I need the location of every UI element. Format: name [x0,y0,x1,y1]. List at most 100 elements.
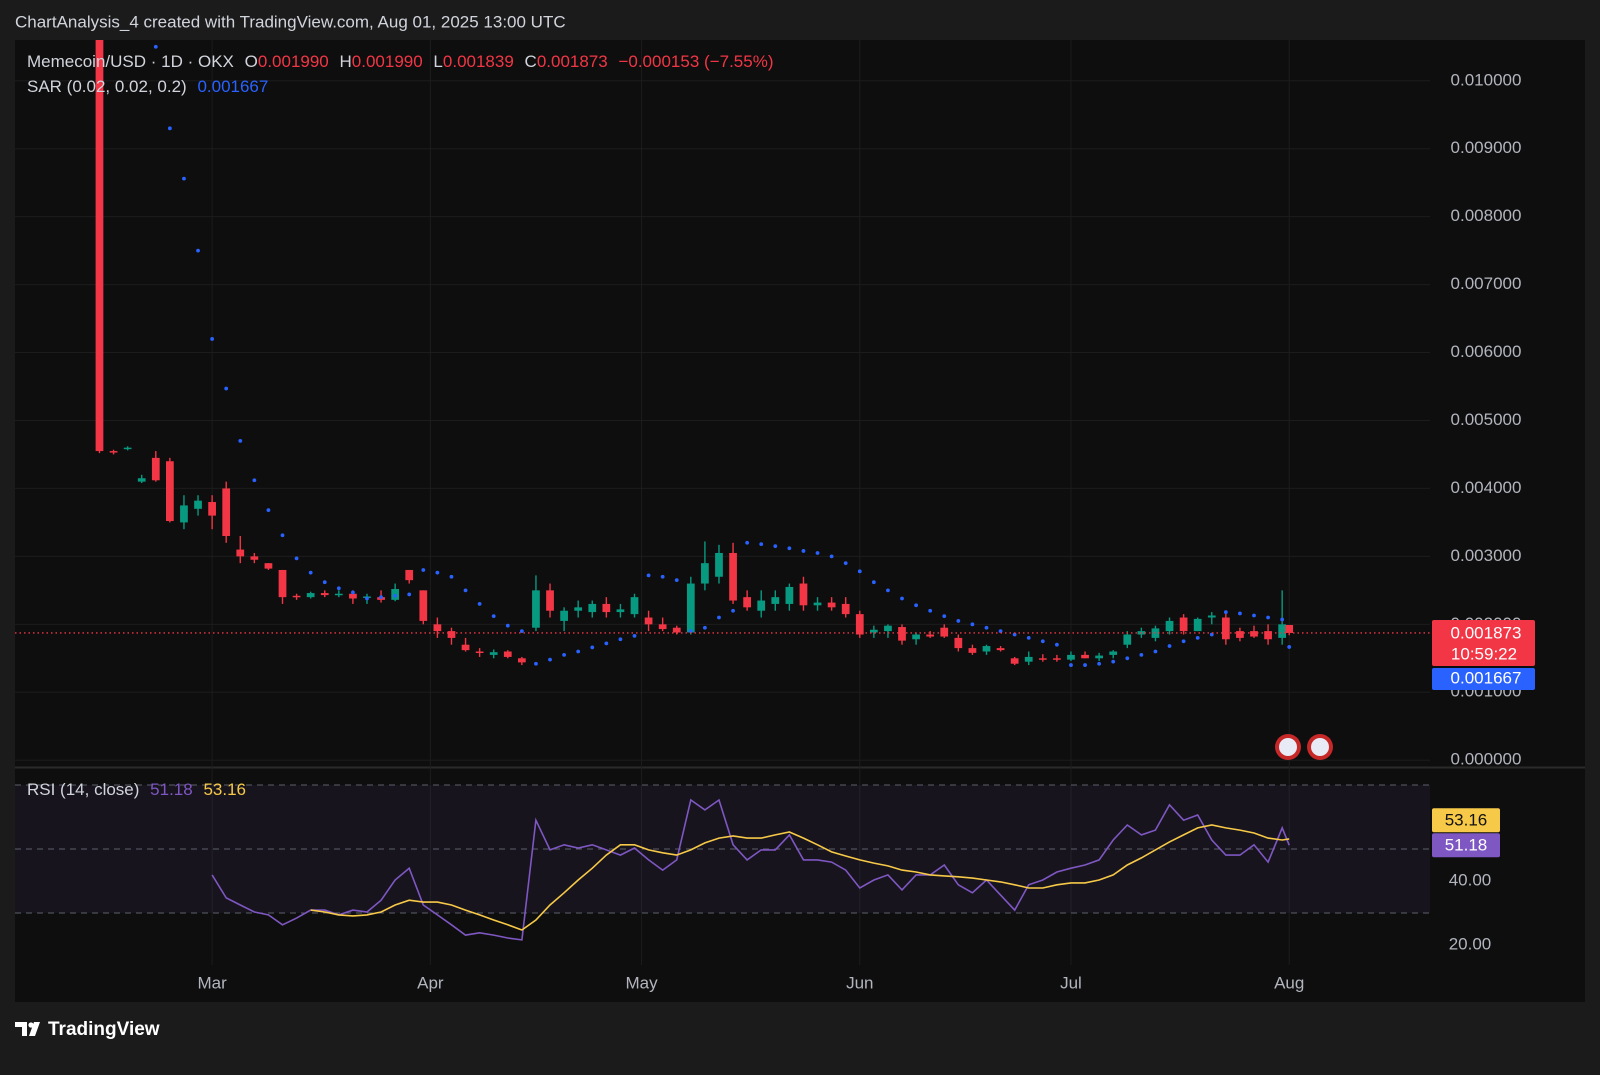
y-tick-label: 0.005000 [1451,410,1522,429]
sar-dot [266,508,271,513]
candle-body [194,500,202,509]
sar-dot [1153,649,1158,654]
flag-icon-inner [1311,738,1329,756]
sar-dot [308,570,313,575]
y-tick-label: 0.006000 [1451,342,1522,361]
y-tick-label: 20.00 [1449,934,1492,953]
candle-body [869,629,878,633]
close-label: C [525,52,537,71]
candle-body [588,603,597,613]
sar-dot [688,629,693,634]
high-label: H [340,52,352,71]
candle-body [743,597,752,608]
candle-body [166,461,174,522]
candle-body [278,569,287,598]
sar-dot [660,574,665,579]
sar-dot [519,629,524,634]
sar-dot [1139,652,1144,657]
candle-body [489,652,498,655]
candle-body [1067,654,1075,660]
y-tick-label: 0.009000 [1451,138,1522,157]
y-tick-label: 0.003000 [1451,546,1522,565]
candle-body [1095,655,1104,659]
candle-body [447,631,456,638]
y-tick-label: 0.000000 [1451,750,1522,769]
candle-body [532,590,540,628]
sar-dot [1083,663,1087,667]
candle-body [926,634,935,637]
sar-dot [1069,663,1073,667]
sar-dot [717,615,721,620]
sar-dot [252,478,257,483]
sar-dot [984,625,989,630]
candle-body [827,602,836,608]
candle-body [1024,656,1033,662]
sar-dot [435,570,440,575]
sar-dot [745,540,750,545]
sar-dot [1181,639,1186,644]
candle-body [982,646,991,652]
sar-dot [801,549,806,553]
sar-dot [336,586,341,591]
logo-mark [15,1022,40,1036]
x-tick-label: May [625,973,658,992]
sar-dot [449,574,454,579]
sar-dot [1111,659,1116,664]
sar-dot [886,588,890,593]
sar-dot [224,386,229,391]
rsi-line [310,824,1290,931]
sar-badge [1432,667,1535,690]
footer-logo: TradingView [15,1019,160,1040]
sar-dot [393,593,398,598]
rsi-badge [1432,833,1500,858]
candle-body [151,457,160,481]
rsi-badge [1432,808,1500,833]
candle-body [461,644,470,651]
sar-dot [914,603,918,608]
candle-body [912,634,920,640]
candle-body [546,590,554,611]
candle-body [95,40,104,452]
candle-body [137,478,146,482]
sar-dot [210,337,215,341]
low-label: L [433,52,442,71]
candle-body [180,505,188,523]
sar-dot [998,629,1003,634]
candle-body [1151,628,1160,638]
sar-dot [829,554,834,559]
sar-dot [942,614,947,619]
candle-body [222,488,231,536]
candle-body [123,447,132,450]
sar-dot [280,533,285,538]
sar-dot [491,614,496,619]
sar-legend: SAR (0.02, 0.02, 0.2) 0.001667 [27,77,268,96]
sar-dot [505,623,510,628]
sar-dot [548,657,552,662]
candle-body [813,602,822,606]
sar-dot [646,573,651,578]
candle-body [405,569,414,581]
y-tick-label: 0.004000 [1451,478,1522,497]
sar-dot [956,619,961,623]
sar-dot [632,633,637,638]
sar-name: SAR (0.02, 0.02, 0.2) [27,77,187,96]
close-value: 0.001873 [537,52,608,71]
candle-body [898,627,906,641]
event-flags[interactable] [1275,734,1333,760]
candle-body [771,597,780,604]
candle-body [940,627,949,637]
candle-body [1038,658,1047,660]
sar-dot [238,438,243,443]
change-percent: (−7.55%) [704,52,773,71]
sar-dot [590,645,595,650]
sar-dot [1012,632,1017,637]
x-tick-label: Aug [1274,973,1304,992]
attribution: ChartAnalysis_4 created with TradingView… [15,12,566,31]
candle-body [250,556,259,560]
sar-dot [1266,615,1270,620]
candle-body [1207,615,1216,618]
candle-body [1123,634,1132,645]
candle-body [686,583,695,633]
sar-dot [871,580,876,585]
